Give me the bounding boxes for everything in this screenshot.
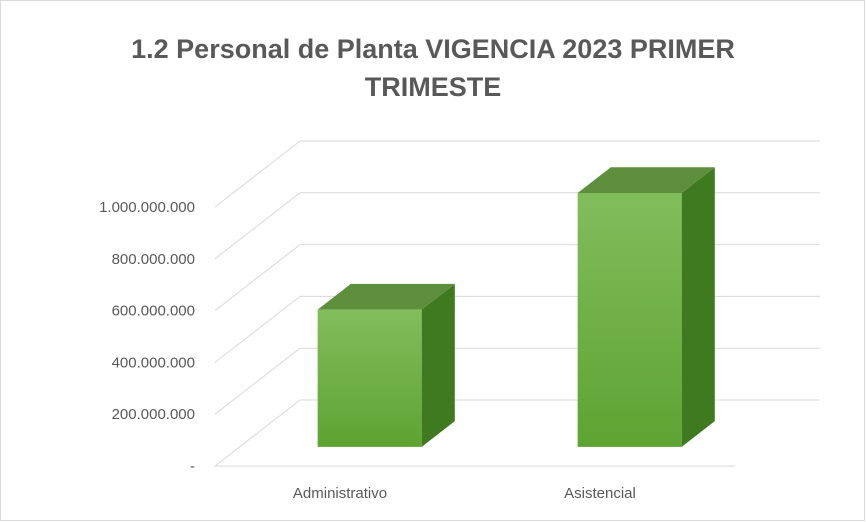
bar <box>577 167 715 447</box>
y-tick-label: - <box>190 458 195 475</box>
y-tick-label: 800.000.000 <box>112 251 195 268</box>
bar-side <box>421 283 455 447</box>
chart-title: 1.2 Personal de Planta VIGENCIA 2023 PRI… <box>131 34 735 102</box>
bar-front <box>317 309 422 447</box>
y-tick-label: 1.000.000.000 <box>99 199 195 216</box>
bar-front <box>577 193 682 447</box>
bar <box>317 283 455 447</box>
bar-side <box>681 167 715 447</box>
y-tick-label: 200.000.000 <box>112 406 195 423</box>
y-tick-label: 600.000.000 <box>112 303 195 320</box>
bar-top <box>317 283 455 310</box>
grid-line <box>214 140 820 208</box>
bar-top <box>577 167 715 194</box>
x-tick-label: Administrativo <box>293 485 387 502</box>
y-tick-label: 400.000.000 <box>112 354 195 371</box>
x-tick-label: Asistencial <box>564 485 636 502</box>
